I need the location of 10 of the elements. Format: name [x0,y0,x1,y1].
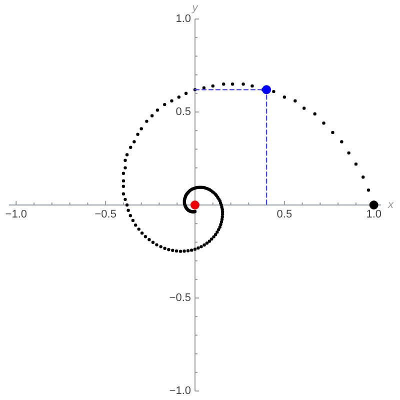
x-tick-label: −1.0 [5,208,28,221]
x-axis-title: x [387,199,394,212]
y-tick-label: 0.5 [176,106,191,118]
x-tick-label: 1.0 [366,208,382,221]
y-axis-title: y [191,2,200,14]
y-tick-label: −1.0 [169,385,191,398]
x-tick-label: −0.5 [94,208,116,221]
y-tick-label: 1.0 [176,13,191,26]
x-tick-label: 0.5 [276,208,292,221]
y-tick-label: −0.5 [169,292,191,304]
